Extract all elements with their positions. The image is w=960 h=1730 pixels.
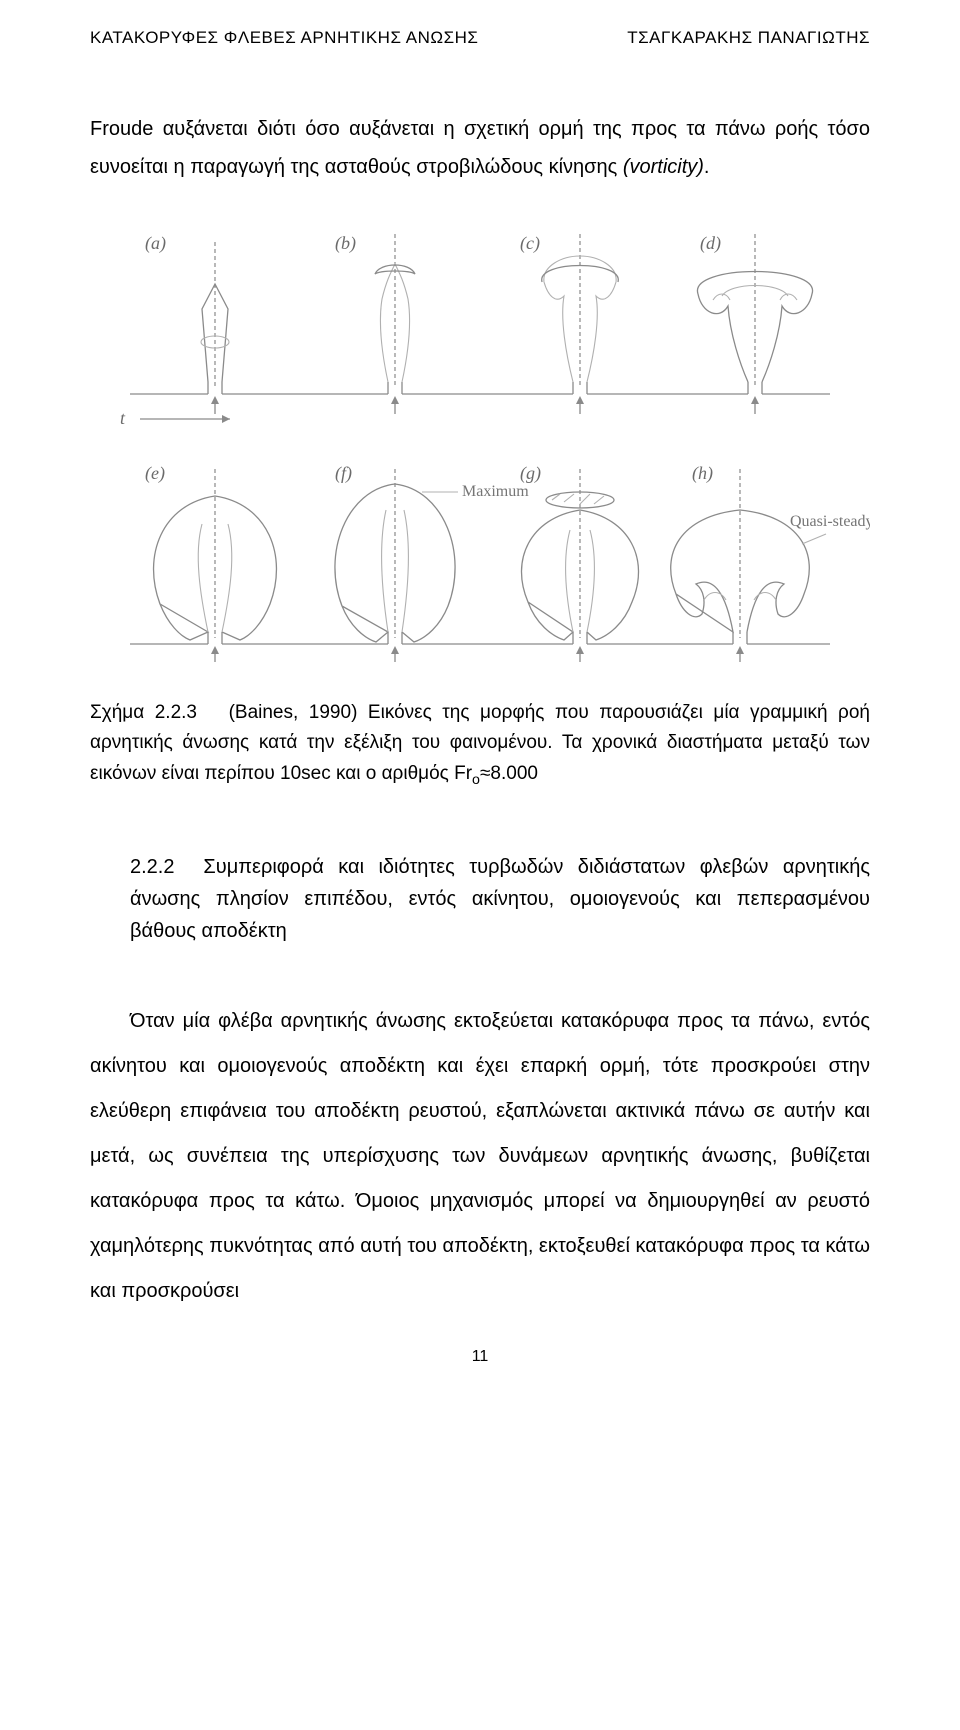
panel-c-label: (c) xyxy=(520,233,540,254)
quasi-steady-label: Quasi-steady xyxy=(790,513,870,530)
panel-h: (h) Quasi-steady xyxy=(671,463,870,662)
section-heading-2-2-2: 2.2.2 Συμπεριφορά και ιδιότητες τυρβωδών… xyxy=(130,851,870,947)
caption-lead: Σχήμα 2.2.3 xyxy=(90,702,197,723)
panel-f-label: (f) xyxy=(335,463,352,484)
panel-b-label: (b) xyxy=(335,233,356,254)
intro-paragraph: Froude αυξάνεται διότι όσο αυξάνεται η σ… xyxy=(90,110,870,186)
panel-g: (g) xyxy=(520,463,639,662)
caption-body-b: ≈8.000 xyxy=(480,763,538,784)
figure-2-2-3: t (a) (b) xyxy=(90,204,870,674)
intro-italic: (vorticity) xyxy=(623,156,704,178)
panel-e-label: (e) xyxy=(145,463,165,484)
panel-d: (d) xyxy=(697,233,812,414)
t-axis-label: t xyxy=(120,408,126,428)
caption-sub: o xyxy=(472,772,480,788)
figure-caption: Σχήμα 2.2.3 (Baines, 1990) Εικόνες της μ… xyxy=(90,698,870,791)
page-number: 11 xyxy=(90,1348,870,1366)
panel-a-label: (a) xyxy=(145,233,166,254)
intro-post: . xyxy=(704,156,710,178)
panel-e: (e) xyxy=(145,463,276,662)
panel-a: (a) xyxy=(145,233,229,414)
page: ΚΑΤΑΚΟΡΥΦΕΣ ΦΛΕΒΕΣ ΑΡΝΗΤΙΚΗΣ ΑΝΩΣΗΣ ΤΣΑΓ… xyxy=(0,0,960,1406)
maximum-label: Maximum xyxy=(462,483,529,500)
panel-c: (c) xyxy=(520,233,618,414)
running-header: ΚΑΤΑΚΟΡΥΦΕΣ ΦΛΕΒΕΣ ΑΡΝΗΤΙΚΗΣ ΑΝΩΣΗΣ ΤΣΑΓ… xyxy=(90,28,870,48)
figure-svg: t (a) (b) xyxy=(90,204,870,674)
panel-h-label: (h) xyxy=(692,463,713,484)
panel-g-label: (g) xyxy=(520,463,541,484)
panel-f: (f) Maximum xyxy=(335,463,529,662)
panel-d-label: (d) xyxy=(700,233,721,254)
header-left: ΚΑΤΑΚΟΡΥΦΕΣ ΦΛΕΒΕΣ ΑΡΝΗΤΙΚΗΣ ΑΝΩΣΗΣ xyxy=(90,28,478,48)
panel-b: (b) xyxy=(335,233,415,414)
header-right: ΤΣΑΓΚΑΡΑΚΗΣ ΠΑΝΑΓΙΩΤΗΣ xyxy=(627,28,870,48)
section-number: 2.2.2 xyxy=(130,856,174,878)
intro-pre: Froude αυξάνεται διότι όσο αυξάνεται η σ… xyxy=(90,118,870,178)
section-title: Συμπεριφορά και ιδιότητες τυρβωδών διδιά… xyxy=(130,856,870,942)
body-paragraph-1: Όταν μία φλέβα αρνητικής άνωσης εκτοξεύε… xyxy=(90,999,870,1314)
